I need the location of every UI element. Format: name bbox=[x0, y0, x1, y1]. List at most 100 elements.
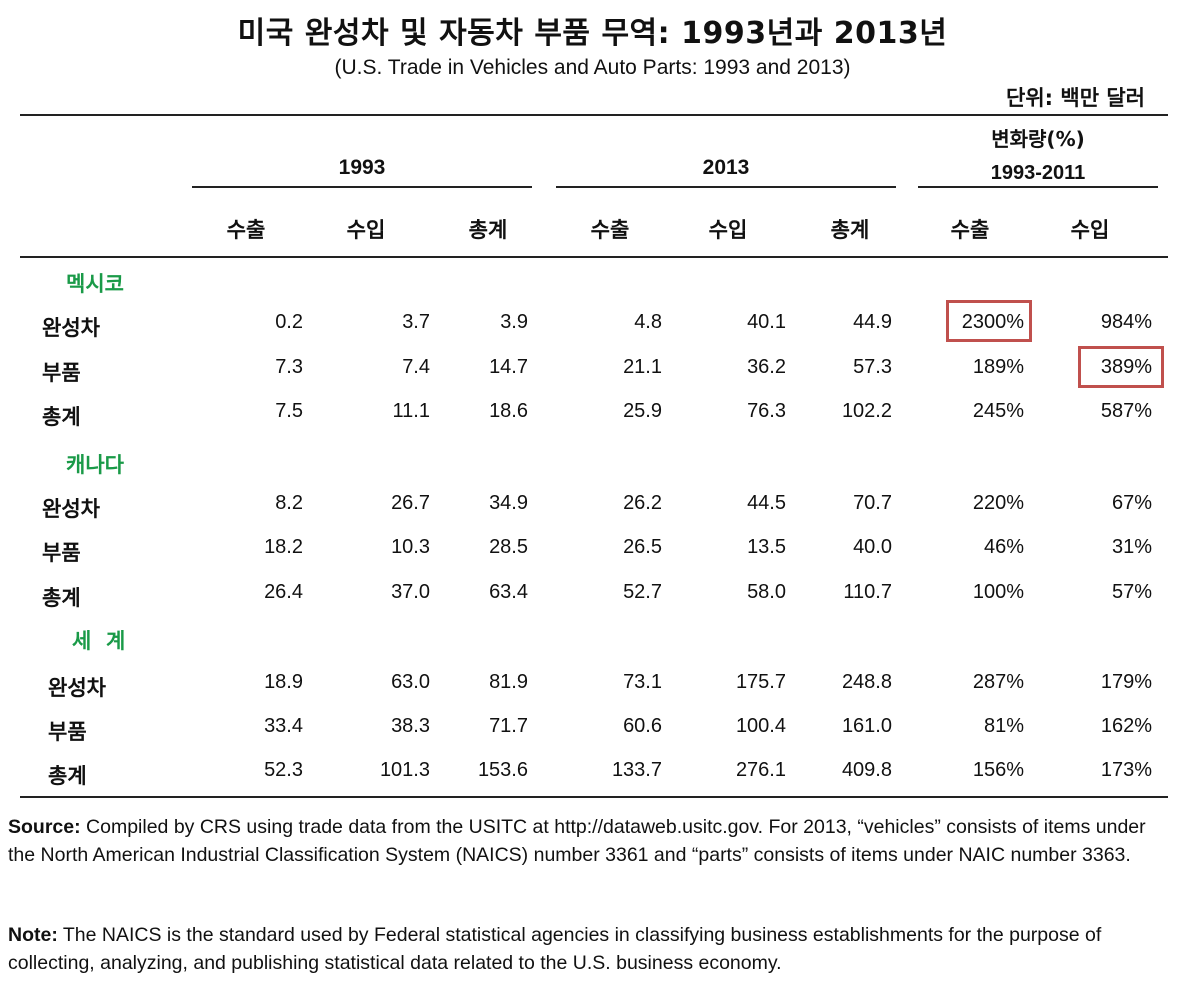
region-label: 세 계 bbox=[72, 629, 126, 653]
table-cell: 26.4 bbox=[264, 581, 303, 603]
column-header: 수출 bbox=[950, 218, 990, 242]
table-cell: 162% bbox=[1100, 715, 1152, 737]
source-text: Compiled by CRS using trade data from th… bbox=[8, 816, 1146, 866]
table-cell: 18.2 bbox=[264, 536, 303, 558]
row-label: 총계 bbox=[48, 764, 87, 788]
column-header: 수입 bbox=[708, 218, 748, 242]
column-header: 총계 bbox=[830, 218, 870, 242]
row-label: 부품 bbox=[48, 720, 87, 744]
table-cell: 4.8 bbox=[634, 311, 662, 333]
region-label: 캐나다 bbox=[66, 453, 124, 477]
table-cell: 220% bbox=[972, 492, 1024, 514]
table-cell: 101.3 bbox=[379, 759, 430, 781]
table-cell: 57% bbox=[1111, 581, 1152, 603]
table-cell: 0.2 bbox=[275, 311, 303, 333]
column-header: 수출 bbox=[590, 218, 630, 242]
source-label: Source: bbox=[8, 816, 81, 838]
table-cell: 409.8 bbox=[841, 759, 892, 781]
year-rule-1993 bbox=[192, 186, 532, 188]
region-label: 멕시코 bbox=[66, 272, 124, 296]
table-cell: 110.7 bbox=[843, 581, 892, 603]
table-cell: 40.1 bbox=[747, 311, 786, 333]
table-cell: 60.6 bbox=[623, 715, 662, 737]
year-header-1993: 1993 bbox=[338, 156, 386, 179]
table-cell: 2300% bbox=[961, 311, 1024, 333]
page-title: 미국 완성차 및 자동차 부품 무역: 1993년과 2013년 bbox=[237, 16, 948, 51]
table-cell: 21.1 bbox=[623, 356, 662, 378]
source-footnote: Source: Compiled by CRS using trade data… bbox=[8, 813, 1178, 869]
table-cell: 245% bbox=[972, 400, 1024, 422]
table-cell: 67% bbox=[1111, 492, 1152, 514]
table-cell: 100% bbox=[972, 581, 1024, 603]
table-cell: 40.0 bbox=[853, 536, 892, 558]
table-cell: 8.2 bbox=[275, 492, 303, 514]
year-rule-change bbox=[918, 186, 1158, 188]
header-bottom-rule bbox=[20, 256, 1168, 258]
table-cell: 984% bbox=[1100, 311, 1152, 333]
highlight-box-mexico-parts-import bbox=[1078, 346, 1164, 388]
table-cell: 26.2 bbox=[623, 492, 662, 514]
row-label: 완성차 bbox=[42, 497, 100, 521]
table-cell: 13.5 bbox=[747, 536, 786, 558]
table-cell: 287% bbox=[972, 671, 1024, 693]
table-cell: 3.7 bbox=[402, 311, 430, 333]
table-cell: 73.1 bbox=[623, 671, 662, 693]
table-cell: 175.7 bbox=[735, 671, 786, 693]
table-cell: 7.4 bbox=[402, 356, 430, 378]
table-cell: 44.5 bbox=[747, 492, 786, 514]
table-cell: 34.9 bbox=[489, 492, 528, 514]
table-cell: 58.0 bbox=[747, 581, 786, 603]
table-cell: 63.4 bbox=[489, 581, 528, 603]
table-cell: 81.9 bbox=[489, 671, 528, 693]
table-cell: 38.3 bbox=[391, 715, 430, 737]
year-rule-2013 bbox=[556, 186, 896, 188]
table-cell: 70.7 bbox=[853, 492, 892, 514]
table-cell: 3.9 bbox=[500, 311, 528, 333]
table-cell: 18.6 bbox=[489, 400, 528, 422]
table-cell: 26.5 bbox=[623, 536, 662, 558]
table-cell: 31% bbox=[1111, 536, 1152, 558]
bottom-rule bbox=[20, 796, 1168, 798]
table-cell: 102.2 bbox=[841, 400, 892, 422]
table-cell: 81% bbox=[983, 715, 1024, 737]
unit-label: 단위: 백만 달러 bbox=[1006, 86, 1145, 110]
table-cell: 133.7 bbox=[611, 759, 662, 781]
table-cell: 179% bbox=[1100, 671, 1152, 693]
note-label: Note: bbox=[8, 924, 58, 946]
change-header-period: 1993-2011 bbox=[990, 162, 1086, 184]
table-cell: 587% bbox=[1100, 400, 1152, 422]
page-subtitle: (U.S. Trade in Vehicles and Auto Parts: … bbox=[334, 56, 851, 79]
table-cell: 52.3 bbox=[264, 759, 303, 781]
row-label: 완성차 bbox=[42, 316, 100, 340]
row-label: 부품 bbox=[42, 541, 81, 565]
note-text: The NAICS is the standard used by Federa… bbox=[8, 924, 1102, 974]
table-cell: 7.5 bbox=[275, 400, 303, 422]
change-header-title: 변화량(%) bbox=[991, 127, 1085, 151]
note-footnote: Note: The NAICS is the standard used by … bbox=[8, 921, 1178, 977]
table-cell: 173% bbox=[1100, 759, 1152, 781]
table-cell: 63.0 bbox=[391, 671, 430, 693]
year-header-2013: 2013 bbox=[702, 156, 750, 179]
table-cell: 14.7 bbox=[489, 356, 528, 378]
row-label: 총계 bbox=[42, 405, 81, 429]
row-label: 완성차 bbox=[48, 676, 106, 700]
table-cell: 26.7 bbox=[391, 492, 430, 514]
table-cell: 11.1 bbox=[392, 400, 430, 422]
highlight-box-mexico-vehicles-export bbox=[946, 300, 1032, 342]
table-cell: 7.3 bbox=[275, 356, 303, 378]
table-cell: 33.4 bbox=[264, 715, 303, 737]
row-label: 부품 bbox=[42, 361, 81, 385]
table-cell: 46% bbox=[983, 536, 1024, 558]
table-cell: 389% bbox=[1100, 356, 1152, 378]
table-cell: 100.4 bbox=[735, 715, 786, 737]
table-cell: 57.3 bbox=[853, 356, 892, 378]
column-header: 총계 bbox=[468, 218, 508, 242]
column-header: 수입 bbox=[346, 218, 386, 242]
table-cell: 76.3 bbox=[747, 400, 786, 422]
table-cell: 44.9 bbox=[853, 311, 892, 333]
table-cell: 276.1 bbox=[735, 759, 786, 781]
table-cell: 37.0 bbox=[391, 581, 430, 603]
table-cell: 10.3 bbox=[391, 536, 430, 558]
table-cell: 28.5 bbox=[489, 536, 528, 558]
table-cell: 189% bbox=[972, 356, 1024, 378]
